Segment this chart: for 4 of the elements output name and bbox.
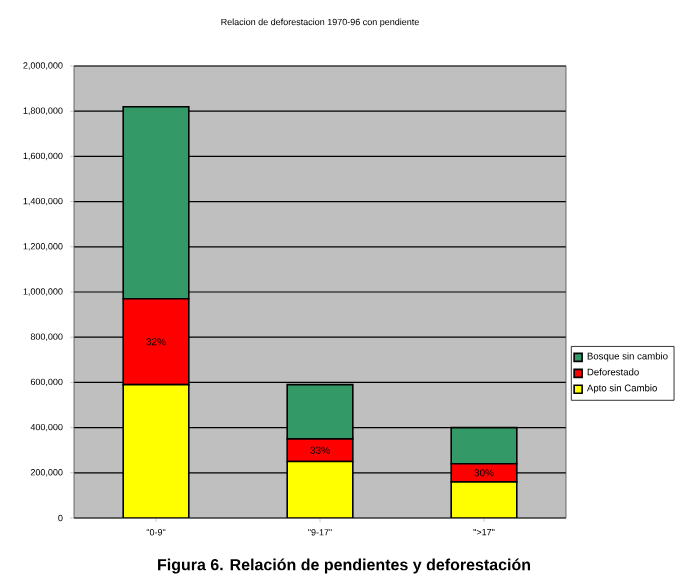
bar xyxy=(450,481,518,518)
text: Figura 6. Relación de pendientes y deforestación xyxy=(158,558,531,574)
bar xyxy=(122,383,190,518)
bar xyxy=(286,460,354,518)
